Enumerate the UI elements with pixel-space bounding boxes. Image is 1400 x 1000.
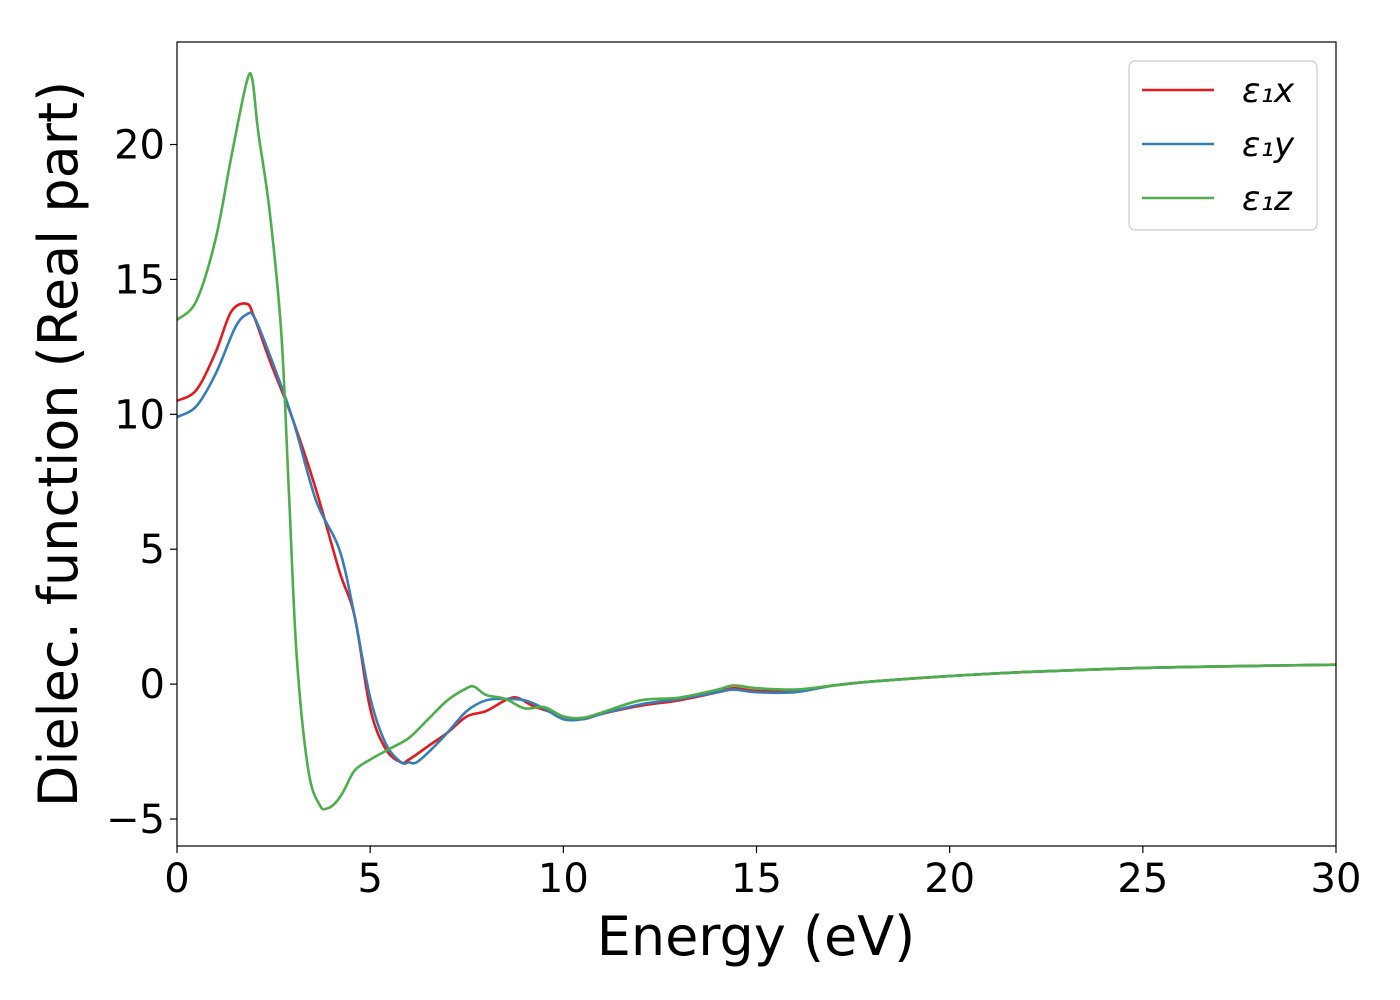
x-tick-label: 15 bbox=[731, 856, 782, 902]
x-axis-label: Energy (eV) bbox=[597, 905, 916, 968]
legend-label-1: ε₁x bbox=[1242, 71, 1295, 111]
legend-label-2: ε₁y bbox=[1242, 125, 1295, 165]
y-tick-label: 5 bbox=[140, 527, 165, 573]
x-tick-label: 20 bbox=[924, 856, 975, 902]
x-tick-label: 25 bbox=[1117, 856, 1168, 902]
series-line-2 bbox=[177, 311, 1336, 766]
y-axis-ticks: −5 0 5 10 15 20 bbox=[106, 123, 177, 843]
series-line-1 bbox=[177, 302, 1336, 765]
series-layer bbox=[177, 71, 1336, 811]
legend-box bbox=[1128, 60, 1318, 231]
x-axis-ticks: 0 5 10 15 20 25 30 bbox=[164, 846, 1361, 902]
y-axis-label: Dielec. function (Real part) bbox=[27, 81, 90, 807]
x-tick-label: 0 bbox=[164, 856, 189, 902]
x-tick-label: 5 bbox=[357, 856, 382, 902]
y-tick-label: 20 bbox=[114, 123, 165, 169]
x-tick-label: 10 bbox=[538, 856, 589, 902]
y-tick-label: 0 bbox=[140, 662, 165, 708]
legend-label-3: ε₁z bbox=[1242, 179, 1293, 219]
y-tick-label: −5 bbox=[106, 797, 165, 843]
y-tick-label: 15 bbox=[114, 257, 165, 303]
legend: ε₁x ε₁y ε₁z bbox=[1128, 60, 1318, 231]
series-line-3 bbox=[177, 71, 1336, 811]
x-tick-label: 30 bbox=[1311, 856, 1362, 902]
y-tick-label: 10 bbox=[114, 392, 165, 438]
